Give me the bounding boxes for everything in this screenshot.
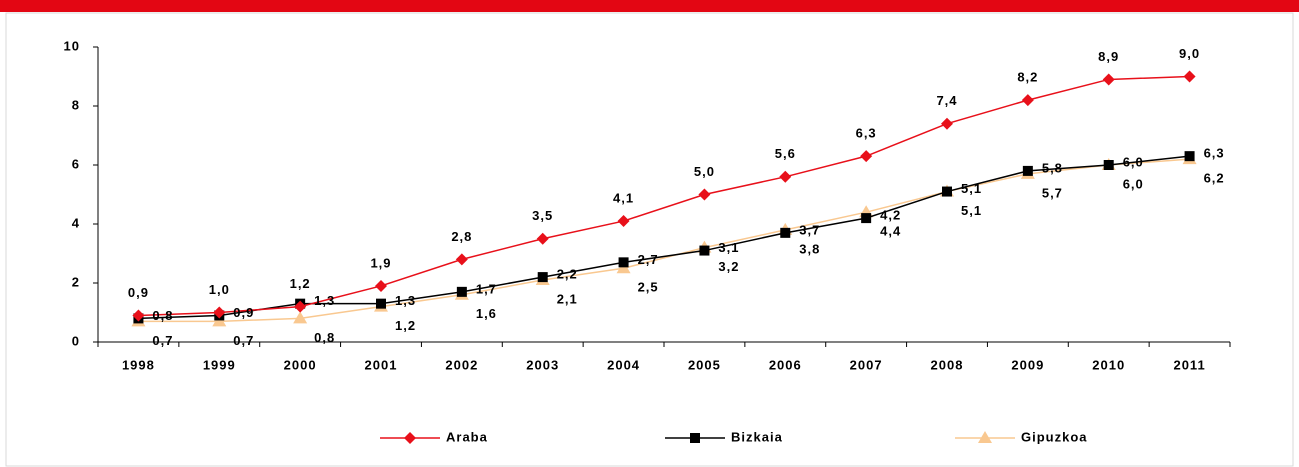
data-label: 5,1 <box>961 203 982 218</box>
data-label: 0,7 <box>233 333 254 348</box>
data-label: 0,8 <box>152 308 173 323</box>
y-tick-label: 6 <box>72 156 80 171</box>
marker <box>780 227 791 238</box>
marker <box>1183 70 1196 83</box>
data-label: 1,2 <box>395 318 416 333</box>
data-label: 1,3 <box>314 293 335 308</box>
series-line <box>138 158 1190 323</box>
marker <box>699 245 710 256</box>
marker <box>617 215 630 228</box>
marker <box>860 150 873 163</box>
data-label: 6,3 <box>856 126 877 141</box>
marker <box>861 213 872 224</box>
x-tick-label: 2009 <box>1011 357 1044 372</box>
data-label: 0,7 <box>152 333 173 348</box>
marker <box>1022 165 1033 176</box>
data-label: 1,3 <box>395 293 416 308</box>
data-label: 6,2 <box>1204 171 1225 186</box>
marker <box>375 279 387 292</box>
x-tick-label: 2002 <box>445 357 478 372</box>
data-label: 4,2 <box>880 208 901 223</box>
marker <box>941 117 953 130</box>
data-label: 2,7 <box>638 252 659 267</box>
marker <box>537 272 548 283</box>
y-tick-label: 4 <box>72 215 80 230</box>
x-tick-label: 2010 <box>1092 357 1125 372</box>
data-label: 5,0 <box>694 164 715 179</box>
top-bar <box>0 0 1299 12</box>
data-label: 4,4 <box>880 224 901 239</box>
data-label: 3,2 <box>718 259 739 274</box>
marker <box>690 433 700 443</box>
data-label: 0,9 <box>233 305 254 320</box>
marker <box>1021 94 1034 107</box>
marker <box>1184 151 1195 162</box>
series-line <box>138 75 1190 317</box>
data-label: 9,0 <box>1179 46 1200 61</box>
y-tick-label: 2 <box>72 274 80 289</box>
data-label: 8,2 <box>1017 70 1038 85</box>
data-label: 4,1 <box>613 190 634 205</box>
data-label: 1,2 <box>290 276 311 291</box>
data-label: 5,7 <box>1042 185 1063 200</box>
data-label: 2,8 <box>451 229 472 244</box>
marker <box>132 309 145 322</box>
x-tick-label: 2003 <box>526 357 559 372</box>
data-label: 0,9 <box>128 285 149 300</box>
data-label: 5,1 <box>961 181 982 196</box>
data-label: 3,7 <box>799 222 820 237</box>
data-label: 5,8 <box>1042 160 1063 175</box>
data-label: 2,5 <box>638 280 659 295</box>
x-tick-label: 1999 <box>203 357 236 372</box>
data-label: 6,3 <box>1204 146 1225 161</box>
x-tick-label: 2007 <box>850 357 883 372</box>
x-tick-label: 2000 <box>284 357 317 372</box>
marker <box>455 253 468 266</box>
data-label: 8,9 <box>1098 49 1119 64</box>
data-label: 2,2 <box>557 267 578 282</box>
marker <box>1102 73 1115 86</box>
y-tick-label: 0 <box>72 333 80 348</box>
data-label: 1,7 <box>476 281 497 296</box>
x-tick-label: 2004 <box>607 357 640 372</box>
x-tick-label: 1998 <box>122 357 155 372</box>
marker <box>456 286 467 297</box>
data-label: 1,0 <box>209 282 230 297</box>
marker <box>404 432 416 444</box>
marker <box>779 170 792 183</box>
data-label: 2,1 <box>557 291 578 306</box>
data-label: 3,8 <box>799 241 820 256</box>
data-label: 1,6 <box>476 306 497 321</box>
marker <box>213 306 226 319</box>
y-tick-label: 10 <box>64 38 80 53</box>
marker <box>376 298 386 309</box>
marker <box>942 186 952 197</box>
data-label: 6,0 <box>1123 176 1144 191</box>
data-label: 6,0 <box>1123 154 1144 169</box>
marker <box>293 311 308 324</box>
legend-label: Bizkaia <box>731 429 783 444</box>
y-tick-label: 8 <box>72 97 80 112</box>
legend-label: Gipuzkoa <box>1021 429 1088 444</box>
marker <box>1103 160 1114 170</box>
chart-frame <box>5 12 1294 467</box>
marker <box>294 300 307 313</box>
marker <box>978 431 992 443</box>
x-tick-label: 2011 <box>1173 357 1205 372</box>
data-label: 0,8 <box>314 330 335 345</box>
data-label: 3,5 <box>532 208 553 223</box>
x-tick-label: 2005 <box>688 357 721 372</box>
marker <box>698 188 711 201</box>
marker <box>618 257 629 268</box>
x-tick-label: 2008 <box>931 357 964 372</box>
data-label: 7,4 <box>936 93 957 108</box>
data-label: 1,9 <box>370 255 391 270</box>
data-label: 5,6 <box>775 146 796 161</box>
legend-label: Araba <box>446 429 488 444</box>
data-label: 3,1 <box>718 240 739 255</box>
marker <box>536 232 549 245</box>
x-tick-label: 2006 <box>769 357 802 372</box>
x-tick-label: 2001 <box>365 357 398 372</box>
